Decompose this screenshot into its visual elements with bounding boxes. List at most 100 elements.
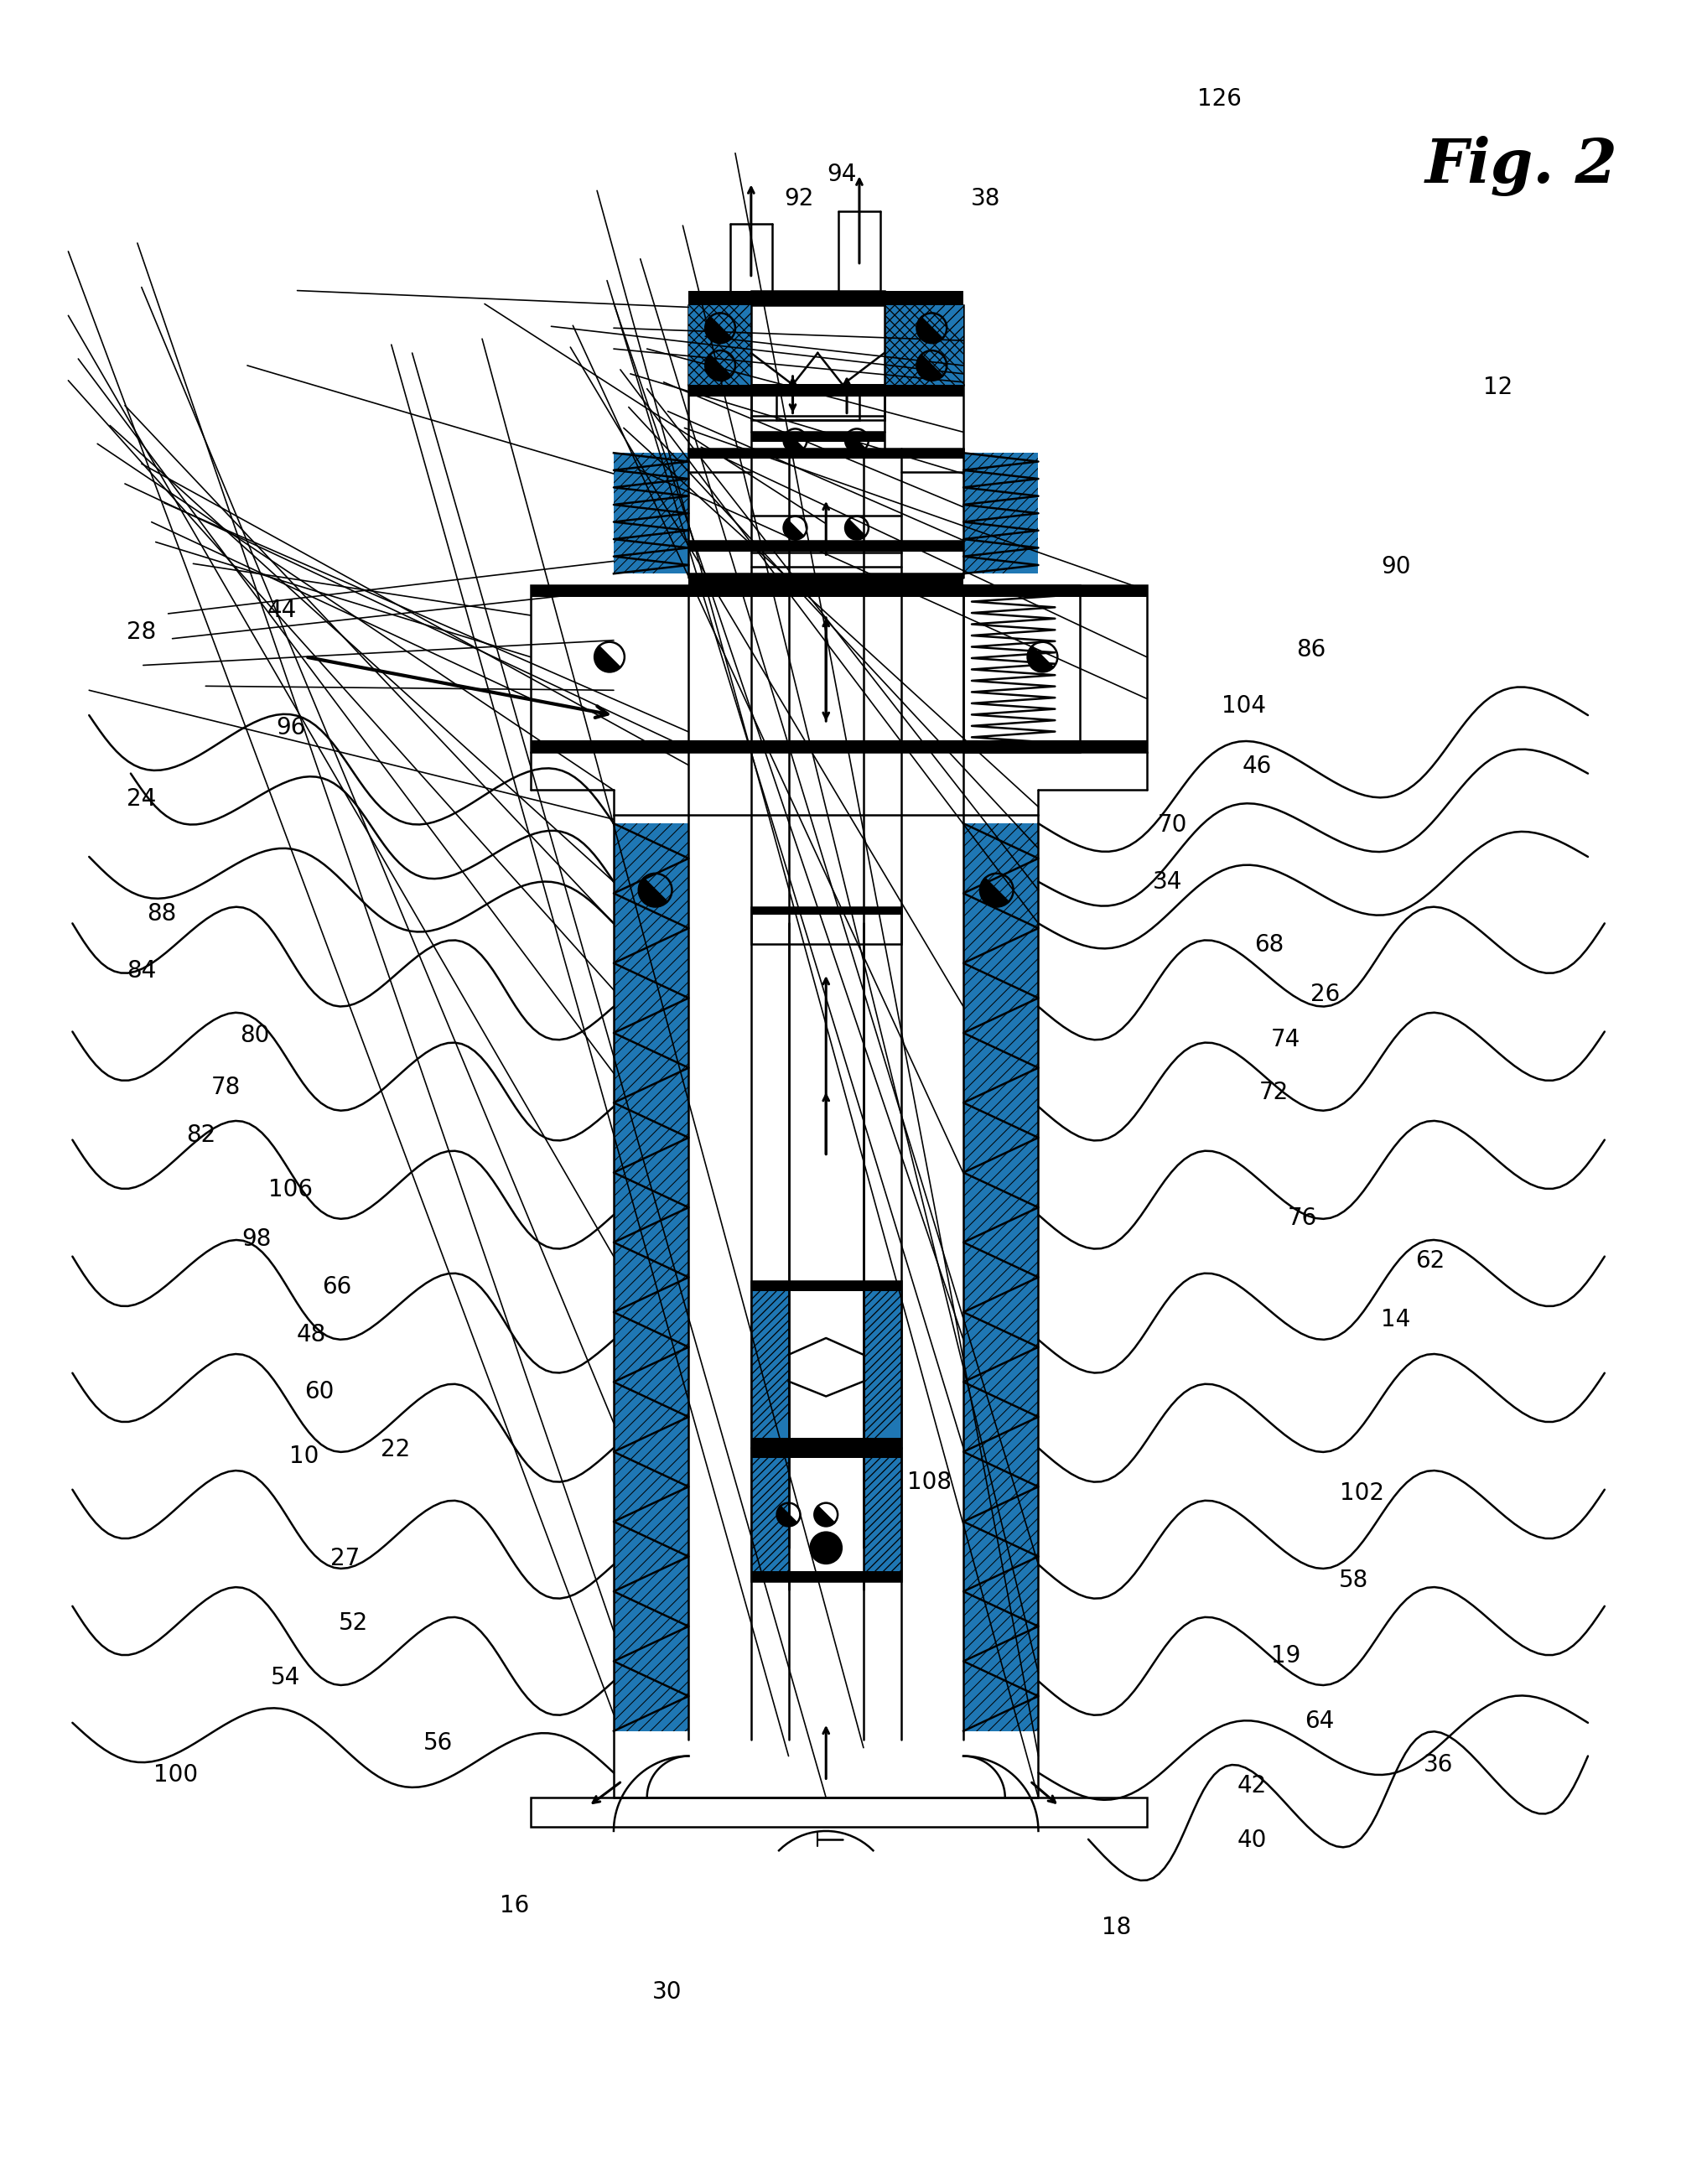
- Bar: [751, 906, 901, 915]
- Polygon shape: [963, 452, 1038, 574]
- Text: 108: 108: [908, 1470, 953, 1494]
- Text: 14: 14: [1381, 1308, 1410, 1332]
- Wedge shape: [777, 1507, 797, 1527]
- Text: Fig. 2: Fig. 2: [1425, 135, 1618, 197]
- Wedge shape: [814, 1507, 835, 1527]
- Text: 56: 56: [423, 1732, 452, 1754]
- Polygon shape: [864, 1459, 901, 1570]
- Text: 74: 74: [1272, 1029, 1301, 1053]
- Polygon shape: [751, 1459, 789, 1570]
- Bar: [751, 1437, 901, 1448]
- Text: 106: 106: [268, 1177, 312, 1201]
- Wedge shape: [594, 646, 620, 673]
- Text: 10: 10: [290, 1444, 319, 1468]
- Bar: [777, 384, 859, 419]
- Text: 86: 86: [1297, 638, 1326, 662]
- Text: 28: 28: [126, 620, 157, 644]
- Text: 102: 102: [1340, 1481, 1384, 1505]
- Text: 90: 90: [1381, 555, 1412, 579]
- Text: 96: 96: [277, 716, 306, 740]
- Bar: [688, 290, 963, 306]
- Text: 72: 72: [1260, 1081, 1289, 1103]
- Bar: [688, 384, 963, 395]
- Text: 12: 12: [1483, 376, 1512, 400]
- Bar: [688, 574, 963, 585]
- Text: 48: 48: [297, 1324, 326, 1348]
- Text: 54: 54: [271, 1666, 300, 1690]
- Bar: [531, 1797, 1147, 1826]
- Text: 42: 42: [1238, 1773, 1267, 1797]
- Bar: [751, 1448, 901, 1459]
- Text: 80: 80: [241, 1024, 270, 1048]
- Polygon shape: [688, 306, 751, 384]
- Polygon shape: [751, 1291, 789, 1437]
- Bar: [688, 306, 963, 384]
- Wedge shape: [980, 878, 1009, 906]
- Text: 40: 40: [1238, 1828, 1267, 1852]
- Text: 58: 58: [1338, 1568, 1369, 1592]
- Polygon shape: [615, 452, 688, 574]
- Text: 104: 104: [1221, 695, 1265, 719]
- Text: 98: 98: [242, 1227, 271, 1251]
- Text: 46: 46: [1243, 756, 1272, 778]
- Bar: [751, 1448, 901, 1581]
- Polygon shape: [963, 823, 1038, 1732]
- Text: 88: 88: [147, 902, 176, 926]
- Text: 38: 38: [971, 186, 1000, 210]
- Wedge shape: [705, 317, 731, 343]
- Circle shape: [809, 1531, 843, 1564]
- Text: 62: 62: [1415, 1249, 1444, 1273]
- Text: 92: 92: [785, 186, 814, 210]
- Text: 126: 126: [1198, 87, 1243, 109]
- Text: 100: 100: [154, 1762, 198, 1787]
- Bar: [531, 585, 1147, 751]
- Text: 27: 27: [329, 1546, 360, 1570]
- Text: 82: 82: [186, 1123, 215, 1147]
- Bar: [751, 906, 901, 943]
- Text: 68: 68: [1255, 933, 1284, 957]
- Polygon shape: [615, 823, 688, 1732]
- Text: 94: 94: [826, 164, 857, 186]
- Text: 60: 60: [304, 1380, 335, 1402]
- Text: 26: 26: [1309, 983, 1340, 1007]
- Text: 36: 36: [1424, 1754, 1453, 1776]
- Text: 44: 44: [268, 598, 297, 622]
- Bar: [751, 384, 884, 419]
- Text: 84: 84: [126, 959, 157, 983]
- Text: 52: 52: [338, 1612, 369, 1636]
- Bar: [688, 539, 963, 553]
- Bar: [751, 1282, 901, 1291]
- Text: 18: 18: [1101, 1915, 1132, 1939]
- Wedge shape: [845, 520, 865, 539]
- Wedge shape: [638, 878, 667, 906]
- Wedge shape: [705, 354, 731, 380]
- Bar: [688, 384, 963, 452]
- Wedge shape: [1028, 646, 1053, 673]
- Text: 66: 66: [321, 1275, 352, 1299]
- Text: 34: 34: [1152, 869, 1181, 893]
- Wedge shape: [784, 432, 804, 452]
- Text: 16: 16: [500, 1894, 529, 1918]
- Wedge shape: [917, 317, 942, 343]
- Text: 76: 76: [1289, 1206, 1318, 1230]
- Bar: [531, 740, 1147, 751]
- Text: 22: 22: [381, 1439, 410, 1461]
- Bar: [751, 290, 884, 452]
- Text: 70: 70: [1157, 812, 1186, 836]
- Bar: [751, 1282, 901, 1448]
- Text: 78: 78: [212, 1077, 241, 1099]
- Wedge shape: [784, 520, 804, 539]
- Bar: [751, 432, 884, 441]
- Text: 30: 30: [652, 1981, 681, 2005]
- Bar: [963, 585, 1081, 751]
- Bar: [531, 585, 1147, 596]
- Polygon shape: [864, 1291, 901, 1437]
- Bar: [751, 1570, 901, 1581]
- Bar: [688, 448, 963, 459]
- Wedge shape: [917, 354, 942, 380]
- Text: 24: 24: [126, 788, 157, 810]
- Polygon shape: [884, 306, 963, 384]
- Text: 64: 64: [1304, 1710, 1335, 1732]
- Text: 19: 19: [1272, 1645, 1301, 1669]
- Wedge shape: [845, 432, 865, 452]
